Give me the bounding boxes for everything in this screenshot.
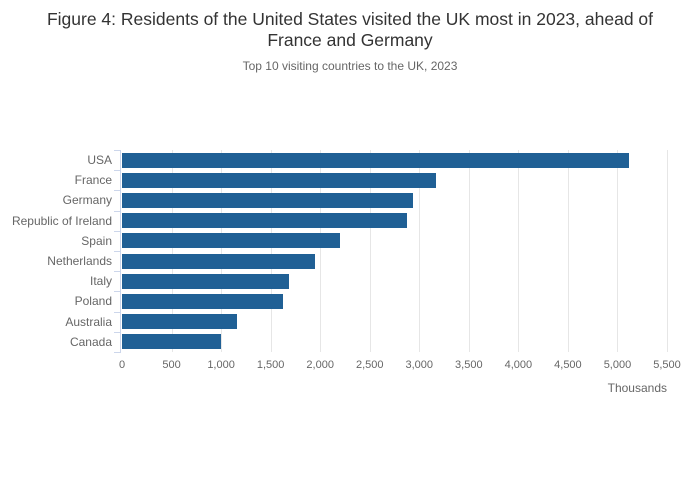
bar-row — [122, 231, 667, 251]
bar-row — [122, 312, 667, 332]
y-axis-label: Germany — [62, 193, 112, 208]
bar-row — [122, 271, 667, 291]
y-axis-label: USA — [87, 153, 112, 167]
y-axis-label: Spain — [81, 233, 112, 248]
y-axis-label: Poland — [74, 294, 112, 309]
gridline — [518, 150, 520, 352]
y-axis-label: Canada — [69, 334, 112, 349]
bar-row — [122, 170, 667, 190]
y-axis-tick — [114, 291, 121, 293]
y-axis-tick — [114, 311, 121, 313]
y-axis-tick — [114, 352, 121, 353]
bar-row — [122, 332, 667, 352]
bar-row — [122, 150, 667, 170]
bar-spain — [122, 233, 340, 249]
bar-canada — [122, 334, 222, 350]
x-tick-label: 1,000 — [207, 359, 235, 371]
y-axis-tick — [114, 170, 121, 172]
bar-usa — [122, 152, 630, 168]
bar-netherlands — [122, 253, 316, 269]
x-tick-label: 500 — [162, 359, 181, 371]
x-axis-ticks: 0 500 1,000 1,500 2,000 2,500 3,000 3,500 4,000 4… — [118, 359, 681, 373]
x-tick-label: 4,000 — [504, 359, 533, 371]
gridline — [567, 150, 569, 352]
y-axis-label: France — [74, 173, 112, 188]
gridline — [221, 150, 223, 352]
x-tick-label: 3,500 — [455, 359, 483, 371]
bar-republic-of-ireland — [122, 213, 408, 229]
bar-row — [122, 190, 667, 210]
y-axis-tick — [114, 251, 121, 252]
gridline — [617, 150, 619, 352]
x-tick-label: 0 — [118, 359, 126, 371]
bar-italy — [122, 273, 290, 289]
chart-subtitle: Top 10 visiting countries to the UK, 202… — [242, 59, 458, 73]
x-tick-label: 2,500 — [355, 359, 384, 371]
x-tick-label: 1,500 — [256, 359, 285, 371]
gridline — [468, 150, 470, 352]
bar-australia — [122, 314, 237, 330]
bar-germany — [122, 192, 414, 208]
bar-france — [122, 172, 437, 188]
y-axis-label: Republic of Ireland — [11, 213, 112, 228]
y-axis-tick — [114, 150, 121, 151]
y-axis-tick — [114, 230, 121, 232]
plot-area — [114, 150, 668, 353]
bar-row — [122, 291, 667, 311]
y-axis-labels: USA France Germany Republic of Ireland Spain… — [0, 150, 112, 352]
gridline — [667, 150, 668, 352]
bar-row — [122, 251, 667, 271]
x-tick-label: 5,000 — [603, 359, 632, 371]
x-tick-label: 5,500 — [653, 359, 681, 371]
y-axis-tick — [114, 331, 121, 333]
y-axis-tick — [114, 271, 121, 273]
bar-row — [122, 211, 667, 231]
chart-title: Figure 4: Residents of the United States… — [46, 9, 654, 50]
gridline — [369, 150, 371, 352]
gridline — [270, 150, 272, 352]
y-axis-label: Australia — [65, 314, 112, 329]
x-tick-label: 3,000 — [405, 359, 434, 371]
x-tick-label: 4,500 — [554, 359, 582, 371]
x-tick-label: 2,000 — [306, 359, 334, 371]
gridline — [171, 150, 173, 352]
bar-poland — [122, 293, 283, 309]
y-axis-label: Netherlands — [47, 254, 112, 268]
y-axis-label: Italy — [89, 274, 112, 289]
x-axis-title: Thousands — [607, 381, 667, 395]
y-axis-tick — [114, 190, 121, 192]
y-axis-tick — [114, 210, 121, 212]
gridline — [320, 150, 322, 352]
gridline — [419, 150, 421, 352]
